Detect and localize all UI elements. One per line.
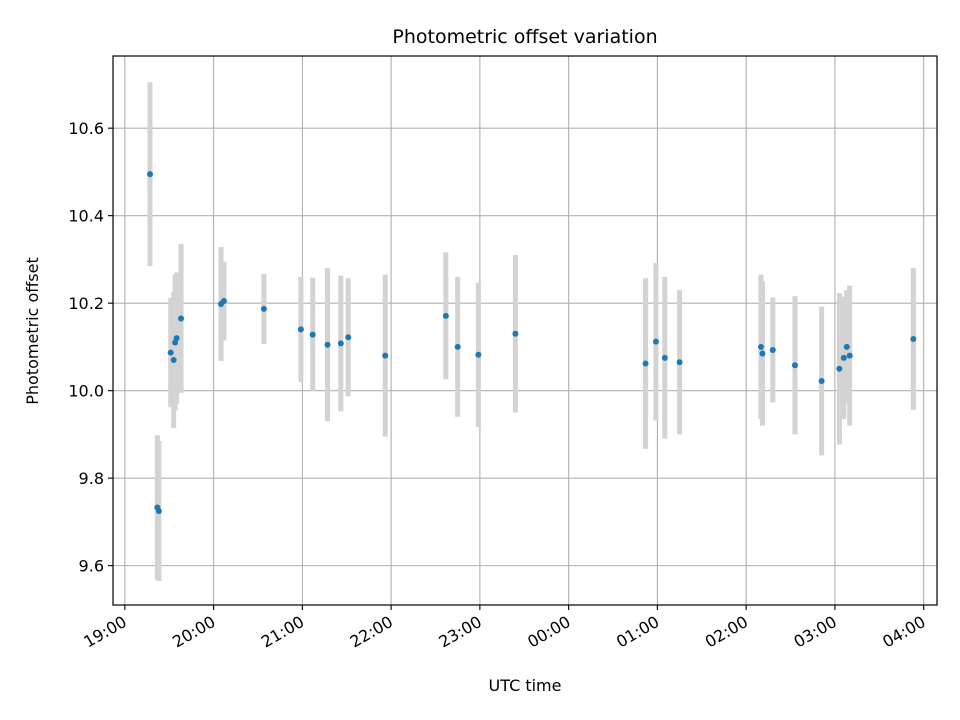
data-point (337, 340, 344, 347)
data-point (297, 326, 304, 333)
data-point (173, 335, 180, 342)
y-tick-label: 10.2 (68, 294, 104, 313)
y-axis: 9.6 9.8 10.0 10.2 10.4 10.6 (68, 119, 113, 576)
data-point (818, 378, 825, 385)
data-point (757, 343, 764, 350)
data-point (642, 360, 649, 367)
data-point (146, 171, 153, 178)
data-point (836, 365, 843, 372)
data-point (769, 346, 776, 353)
data-points (146, 171, 917, 514)
data-point (442, 312, 449, 319)
data-point (843, 343, 850, 350)
data-point (676, 359, 683, 366)
data-point (345, 334, 352, 341)
data-point (846, 352, 853, 359)
chart-title: Photometric offset variation (392, 26, 657, 48)
y-tick-label: 10.4 (68, 207, 104, 226)
data-point (382, 352, 389, 359)
y-tick-label: 10.0 (68, 382, 104, 401)
data-point (309, 331, 316, 338)
data-point (155, 507, 162, 514)
grid (113, 56, 937, 605)
data-point (840, 354, 847, 361)
y-tick-label: 10.6 (68, 119, 104, 138)
data-point (791, 362, 798, 369)
data-point (220, 297, 227, 304)
data-point (759, 350, 766, 357)
y-axis-title: Photometric offset (23, 257, 42, 405)
data-point (178, 315, 185, 322)
data-point (260, 305, 267, 312)
data-point (324, 341, 331, 348)
data-point (652, 338, 659, 345)
y-tick-label: 9.6 (79, 557, 104, 576)
data-point (170, 357, 177, 364)
data-point (910, 336, 917, 343)
data-point (475, 351, 482, 358)
data-point (512, 330, 519, 337)
data-point (661, 354, 668, 361)
x-axis-title: UTC time (489, 676, 562, 695)
plot-frame (112, 55, 938, 606)
data-point (167, 349, 174, 356)
y-tick-label: 9.8 (79, 469, 104, 488)
data-point (454, 343, 461, 350)
